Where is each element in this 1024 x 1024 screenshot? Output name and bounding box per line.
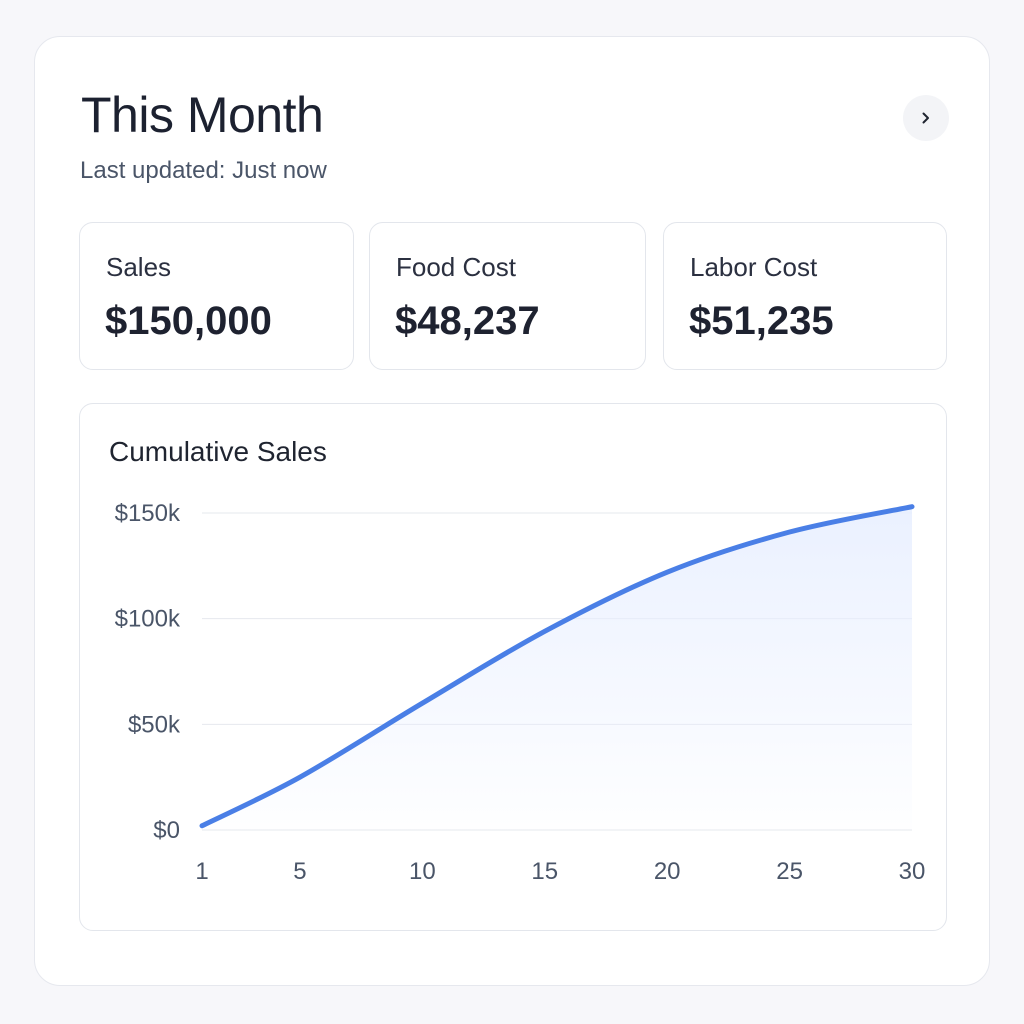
last-updated-text: Last updated: Just now: [80, 157, 327, 184]
metric-value: $51,235: [689, 299, 834, 343]
x-tick-label: 1: [195, 858, 208, 885]
chart-title: Cumulative Sales: [109, 436, 327, 467]
metric-card-food-cost: Food Cost $48,237: [369, 222, 646, 370]
chevron-right-icon: [922, 112, 929, 124]
x-tick-label: 20: [654, 858, 681, 885]
y-tick-label: $100k: [115, 606, 181, 633]
metric-value: $150,000: [105, 299, 272, 343]
month-summary-card: This Month Last updated: Just now Sales …: [34, 36, 990, 986]
x-tick-label: 30: [899, 858, 926, 885]
x-tick-label: 15: [531, 858, 558, 885]
sales-area: [202, 506, 912, 830]
y-tick-label: $0: [153, 817, 180, 844]
y-tick-label: $50k: [128, 711, 181, 738]
y-tick-label: $150k: [115, 500, 181, 527]
metric-card-sales: Sales $150,000: [79, 222, 354, 370]
x-tick-label: 5: [293, 858, 306, 885]
cumulative-sales-chart-card: Cumulative Sales $0 $50k $100k $150k 1 5 10 15 2…: [79, 403, 947, 931]
sales-line: [199, 504, 915, 829]
metric-label: Food Cost: [396, 252, 516, 282]
page-title: This Month: [81, 87, 324, 143]
x-tick-label: 10: [409, 858, 436, 885]
metric-card-labor-cost: Labor Cost $51,235: [663, 222, 947, 370]
next-button[interactable]: [903, 95, 949, 141]
metric-label: Labor Cost: [690, 252, 818, 282]
x-tick-label: 25: [776, 858, 803, 885]
metric-label: Sales: [106, 252, 172, 282]
metric-value: $48,237: [395, 299, 540, 343]
